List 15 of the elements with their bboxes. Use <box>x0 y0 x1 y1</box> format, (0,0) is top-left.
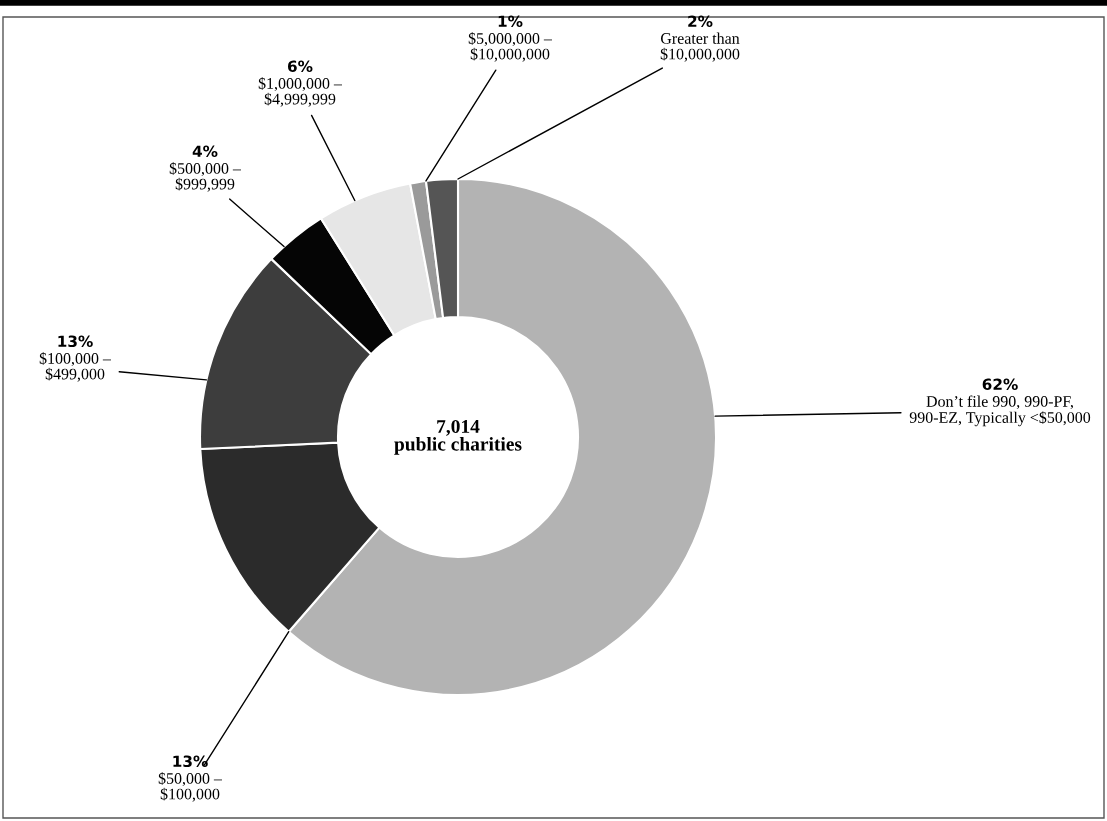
slice-label: $500,000 – $999,999 <box>169 162 242 192</box>
data-label: 1% <box>498 15 523 28</box>
data-label: 6% <box>287 60 313 73</box>
data-label: 13% <box>58 335 93 348</box>
data-label: 4% <box>192 145 218 158</box>
data-label: 2% <box>688 15 713 28</box>
slice-label: $5,000,000 – $10,000,000 <box>468 32 553 62</box>
data-label: 13% <box>173 755 208 768</box>
slice-label: Greater than $10,000,000 <box>660 32 740 62</box>
text: 7,014 public charities <box>394 419 522 455</box>
slice-label: $50,000 – $100,000 <box>158 772 223 802</box>
data-label: 62% <box>982 378 1018 391</box>
slice-label: $1,000,000 – $4,999,999 <box>258 77 343 107</box>
slice-label: Don’t file 990, 990-PF, 990-EZ, Typically <$50,000 <box>909 395 1091 427</box>
slice-label: $100,000 – $499,000 <box>39 352 112 382</box>
